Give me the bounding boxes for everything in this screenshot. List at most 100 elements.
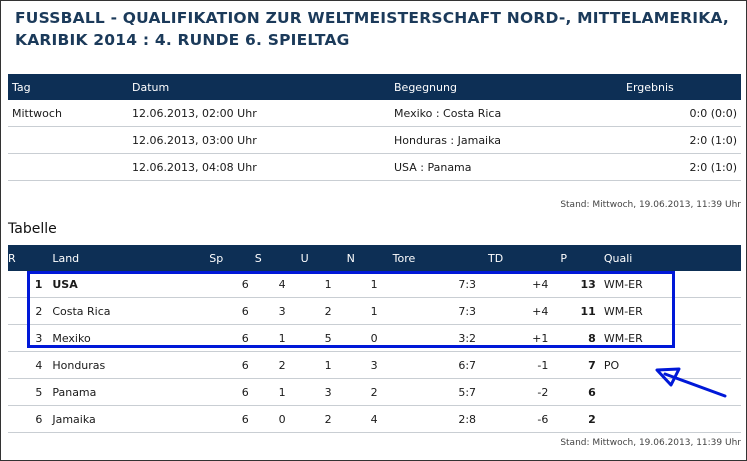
row-s: 3 [254,297,301,325]
matches-timestamp: Stand: Mittwoch, 19.06.2013, 11:39 Uhr [560,200,741,210]
row-quali [596,405,741,433]
header-land: Land [47,245,210,271]
match-row: 12.06.2013, 04:08 Uhr USA : Panama 2:0 (… [8,153,741,181]
row-s: 4 [254,271,301,298]
header-n: N [346,245,393,271]
row-tore: 3:2 [392,324,489,352]
header-td: TD [488,245,561,271]
matches-table: Tag Datum Begegnung Ergebnis Mittwoch 12… [8,74,741,181]
header-p: P [560,245,597,271]
row-sp: 6 [209,271,255,298]
matches-header-row: Tag Datum Begegnung Ergebnis [8,74,741,100]
row-punkte: 13 [560,271,597,298]
header-ergebnis: Ergebnis [626,74,741,100]
row-sp: 6 [209,405,255,433]
match-ergebnis: 2:0 (1:0) [626,153,741,181]
row-rang: 2 [8,297,48,325]
row-n: 1 [346,271,393,298]
row-land[interactable]: Costa Rica [47,297,210,325]
row-u: 5 [300,324,347,352]
standings-timestamp: Stand: Mittwoch, 19.06.2013, 11:39 Uhr [560,438,741,448]
row-quali: WM-ER [596,324,741,352]
row-rang: 1 [8,271,48,298]
row-s: 1 [254,324,301,352]
header-u: U [300,245,347,271]
row-tore: 5:7 [392,378,489,406]
row-tore: 2:8 [392,405,489,433]
row-rang: 3 [8,324,48,352]
row-punkte: 6 [560,378,597,406]
row-n: 0 [346,324,393,352]
match-datum: 12.06.2013, 02:00 Uhr [132,100,394,127]
row-td: -2 [488,378,561,406]
header-sp: Sp [209,245,255,271]
header-begegnung: Begegnung [394,74,626,100]
row-td: +4 [488,297,561,325]
row-u: 2 [300,405,347,433]
row-punkte: 8 [560,324,597,352]
row-td: -1 [488,351,561,379]
row-s: 1 [254,378,301,406]
table-section-title: Tabelle [8,221,57,237]
header-datum: Datum [132,74,394,100]
match-ergebnis: 2:0 (1:0) [626,126,741,154]
row-td: +1 [488,324,561,352]
header-s: S [254,245,301,271]
standings-row: 6 Jamaika 6 0 2 4 2:8 -6 2 [8,405,741,433]
row-u: 1 [300,351,347,379]
match-row: Mittwoch 12.06.2013, 02:00 Uhr Mexiko : … [8,100,741,127]
row-n: 4 [346,405,393,433]
match-begegnung[interactable]: USA : Panama [394,153,626,181]
match-tag: Mittwoch [8,100,132,127]
row-rang: 6 [8,405,48,433]
standings-table: R Land Sp S U N Tore TD P Quali 1 USA 6 … [8,245,741,433]
match-tag [8,153,132,181]
standings-row: 5 Panama 6 1 3 2 5:7 -2 6 [8,378,741,406]
row-land[interactable]: Panama [47,378,210,406]
match-datum: 12.06.2013, 03:00 Uhr [132,126,394,154]
header-tore: Tore [392,245,489,271]
row-land[interactable]: Honduras [47,351,210,379]
row-quali: WM-ER [596,271,741,298]
row-sp: 6 [209,378,255,406]
row-rang: 4 [8,351,48,379]
match-tag [8,126,132,154]
title-line-2: KARIBIK 2014 : 4. RUNDE 6. SPIELTAG [15,31,350,49]
standings-row: 4 Honduras 6 2 1 3 6:7 -1 7 PO [8,351,741,379]
row-rang: 5 [8,378,48,406]
row-n: 1 [346,297,393,325]
standings-row: 3 Mexiko 6 1 5 0 3:2 +1 8 WM-ER [8,324,741,352]
match-begegnung[interactable]: Mexiko : Costa Rica [394,100,626,127]
page-title: FUSSBALL - QUALIFIKATION ZUR WELTMEISTER… [15,7,735,51]
row-n: 3 [346,351,393,379]
row-u: 3 [300,378,347,406]
row-punkte: 11 [560,297,597,325]
row-td: +4 [488,271,561,298]
standings-header-row: R Land Sp S U N Tore TD P Quali [8,245,741,271]
row-s: 0 [254,405,301,433]
match-ergebnis: 0:0 (0:0) [626,100,741,127]
annotation-arrow-icon [655,367,727,398]
row-sp: 6 [209,297,255,325]
row-td: -6 [488,405,561,433]
row-tore: 7:3 [392,297,489,325]
title-line-1: FUSSBALL - QUALIFIKATION ZUR WELTMEISTER… [15,9,729,27]
row-quali: WM-ER [596,297,741,325]
row-u: 2 [300,297,347,325]
row-sp: 6 [209,351,255,379]
match-row: 12.06.2013, 03:00 Uhr Honduras : Jamaika… [8,126,741,154]
row-n: 2 [346,378,393,406]
row-tore: 6:7 [392,351,489,379]
row-s: 2 [254,351,301,379]
row-punkte: 2 [560,405,597,433]
row-land[interactable]: USA [47,271,210,298]
row-land[interactable]: Jamaika [47,405,210,433]
row-land[interactable]: Mexiko [47,324,210,352]
row-tore: 7:3 [392,271,489,298]
row-u: 1 [300,271,347,298]
match-begegnung[interactable]: Honduras : Jamaika [394,126,626,154]
row-punkte: 7 [560,351,597,379]
standings-row: 2 Costa Rica 6 3 2 1 7:3 +4 11 WM-ER [8,297,741,325]
header-tag: Tag [8,74,132,100]
row-sp: 6 [209,324,255,352]
